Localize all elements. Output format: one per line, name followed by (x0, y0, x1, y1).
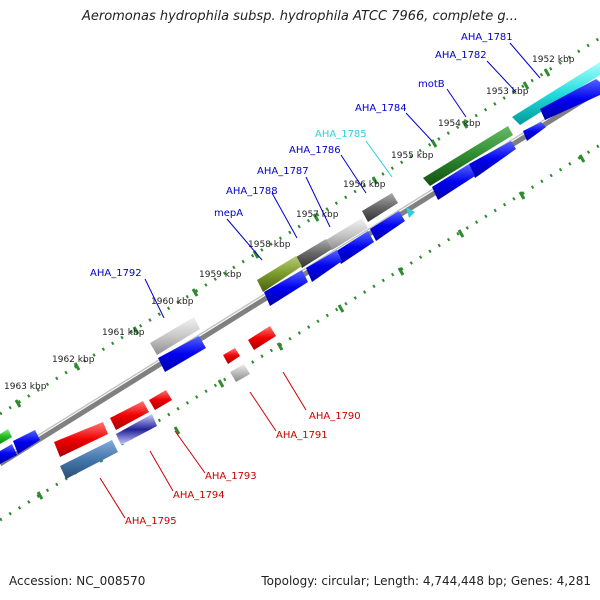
label-AHA_1794[interactable]: AHA_1794 (173, 490, 225, 501)
gene-AHA_1788[interactable] (296, 239, 332, 268)
forward-callout-lines (144, 42, 541, 319)
gene-AHA_1793a[interactable] (149, 390, 172, 410)
cds-partial-left-b[interactable] (0, 444, 17, 464)
cds-AHA_1788[interactable] (306, 250, 342, 282)
tick-label-1952: 1952 kbp (532, 55, 575, 65)
reverse-callout-lines (99, 371, 307, 519)
tick-label-1956: 1956 kbp (343, 180, 386, 190)
genome-title: Aeromonas hydrophila subsp. hydrophila A… (81, 9, 519, 24)
label-AHA_1787[interactable]: AHA_1787 (257, 166, 309, 177)
cds-AHA_1784[interactable] (469, 141, 516, 178)
gene-AHA_1791[interactable] (230, 364, 250, 382)
inner-ruler-major-ticks (36, 154, 586, 500)
gene-AHA_1792[interactable] (150, 317, 200, 355)
tick-label-1954: 1954 kbp (438, 119, 481, 129)
tick-label-1955: 1955 kbp (391, 151, 434, 161)
cds-partial-left-a[interactable] (13, 430, 40, 454)
direction-marker-icon (406, 207, 415, 218)
label-motB[interactable]: motB (418, 79, 445, 90)
tick-label-1953: 1953 kbp (486, 87, 529, 97)
gene-motB[interactable] (423, 126, 513, 186)
label-AHA_1790[interactable]: AHA_1790 (309, 411, 361, 422)
gene-AHA_1790b[interactable] (223, 348, 240, 364)
label-AHA_1793[interactable]: AHA_1793 (205, 471, 257, 482)
label-AHA_1788[interactable]: AHA_1788 (226, 186, 278, 197)
cds-AHA_1782[interactable] (523, 122, 546, 141)
tick-label-1962: 1962 kbp (52, 355, 95, 365)
forward-gene-track (0, 62, 600, 444)
callout-line-AHA_1785 (365, 140, 393, 178)
forward-cds-track (0, 79, 600, 464)
label-AHA_1786[interactable]: AHA_1786 (289, 145, 341, 156)
gene-mepA[interactable] (257, 256, 302, 292)
gene-AHA_1793[interactable] (110, 401, 149, 430)
label-AHA_1785[interactable]: AHA_1785 (315, 129, 367, 140)
cds-AHA_1781[interactable] (540, 79, 600, 120)
label-AHA_1791[interactable]: AHA_1791 (276, 430, 328, 441)
genome-summary-text: Topology: circular; Length: 4,744,448 bp… (261, 574, 591, 588)
tick-label-1957: 1957 kbp (296, 210, 339, 220)
label-AHA_1792[interactable]: AHA_1792 (90, 268, 142, 279)
tick-label-1963: 1963 kbp (4, 382, 47, 392)
gene-AHA_1795a[interactable] (54, 422, 108, 457)
gene-AHA_1795[interactable] (60, 440, 118, 479)
tick-label-1959: 1959 kbp (199, 270, 242, 280)
gene-AHA_1787[interactable] (326, 218, 368, 250)
gene-AHA_1790[interactable] (248, 326, 276, 350)
cds-AHA_1786[interactable] (370, 211, 405, 241)
cds-motB[interactable] (432, 164, 475, 200)
gene-AHA_1781[interactable] (512, 62, 600, 125)
gene-AHA_1786[interactable] (362, 193, 398, 222)
reverse-gene-track (54, 326, 276, 479)
label-AHA_1784[interactable]: AHA_1784 (355, 103, 407, 114)
gene-partial-left[interactable] (0, 429, 12, 444)
cds-AHA_1792[interactable] (158, 336, 206, 372)
cds-mepA[interactable] (264, 270, 308, 306)
accession-text: Accession: NC_008570 (9, 574, 146, 588)
label-AHA_1795[interactable]: AHA_1795 (125, 516, 177, 527)
tick-label-1958: 1958 kbp (248, 240, 291, 250)
tick-label-1961: 1961 kbp (102, 328, 145, 338)
label-AHA_1781[interactable]: AHA_1781 (461, 32, 513, 43)
label-AHA_1782[interactable]: AHA_1782 (435, 50, 487, 61)
inner-ruler (0, 143, 600, 522)
cds-AHA_1787[interactable] (335, 231, 374, 264)
tick-label-1960: 1960 kbp (151, 297, 194, 307)
label-mepA[interactable]: mepA (214, 208, 243, 219)
gene-AHA_1794[interactable] (116, 414, 157, 445)
